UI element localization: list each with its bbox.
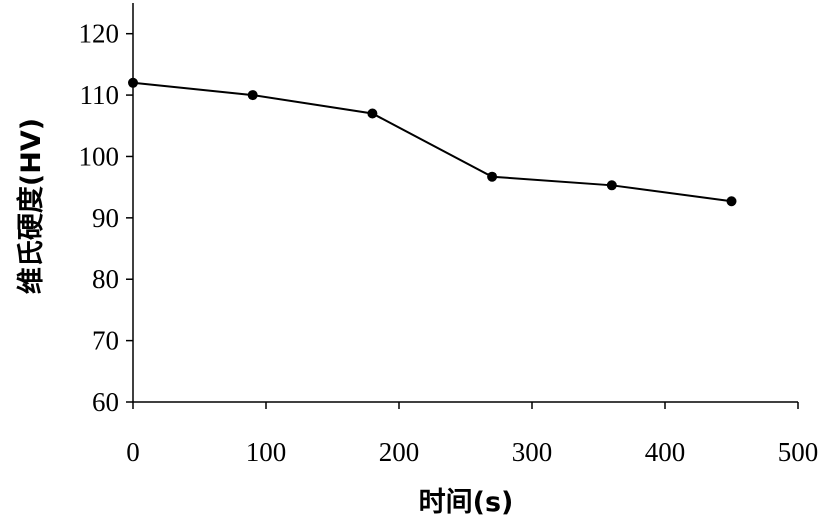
x-tick-label: 0 bbox=[126, 437, 140, 467]
data-point bbox=[726, 196, 737, 207]
data-point bbox=[487, 171, 498, 182]
y-axis-title: 维氏硬度(HV) bbox=[15, 118, 47, 294]
series-line bbox=[132, 81, 732, 203]
data-point bbox=[606, 180, 617, 191]
y-tick-label: 90 bbox=[92, 203, 119, 233]
x-tick-label: 500 bbox=[778, 437, 819, 467]
y-tick-label: 110 bbox=[80, 80, 120, 110]
data-point bbox=[367, 108, 378, 119]
y-tick-label: 80 bbox=[92, 264, 119, 294]
y-tick-label: 100 bbox=[79, 141, 120, 171]
y-tick-label: 70 bbox=[92, 326, 119, 356]
x-tick-label: 200 bbox=[379, 437, 420, 467]
plot-area: 60 70 80 90 100 110 120 0 100 200 300 400 500 bbox=[79, 3, 819, 467]
y-tick-label: 120 bbox=[79, 19, 120, 49]
x-axis-title: 时间(s) bbox=[419, 487, 514, 518]
data-point bbox=[247, 90, 258, 101]
data-point bbox=[128, 77, 138, 88]
x-tick-label: 100 bbox=[246, 437, 287, 467]
x-tick-label: 400 bbox=[645, 437, 686, 467]
y-tick-label: 60 bbox=[92, 387, 119, 417]
x-tick-label: 300 bbox=[512, 437, 553, 467]
